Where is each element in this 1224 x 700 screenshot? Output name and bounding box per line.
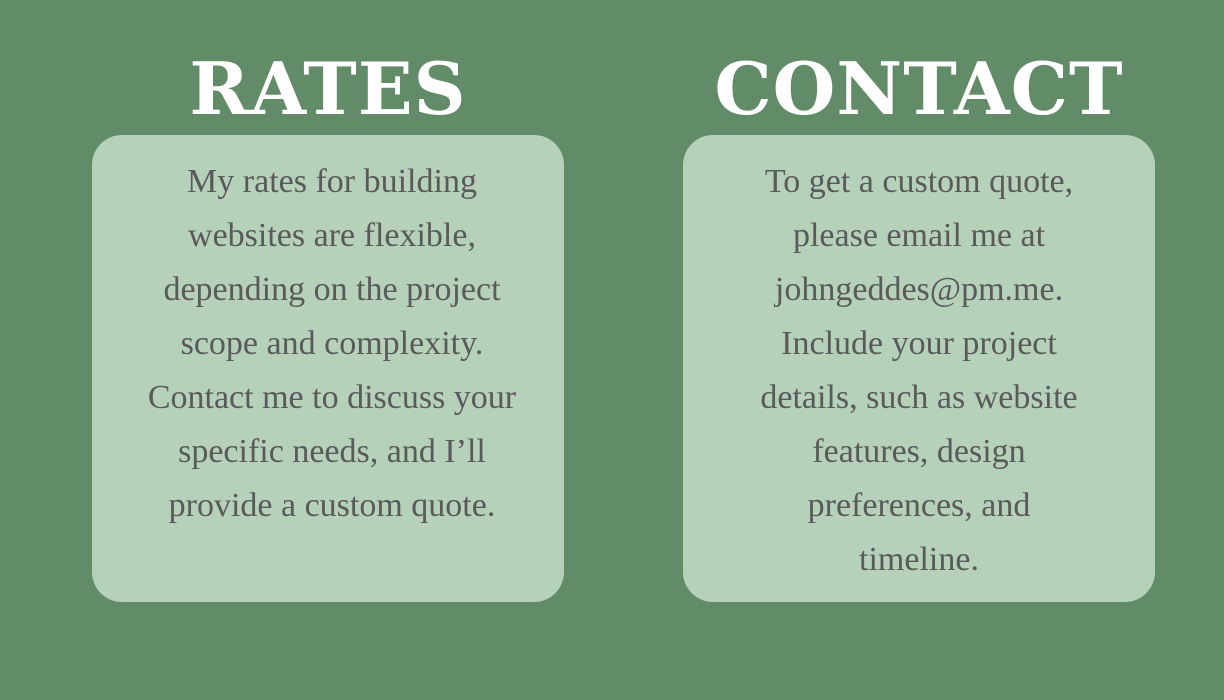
rates-card: My rates for building websites are flexi…: [92, 135, 564, 602]
rates-description: My rates for building websites are flexi…: [147, 163, 517, 524]
contact-heading: CONTACT: [714, 46, 1124, 131]
contact-card: To get a custom quote, please email me a…: [683, 135, 1155, 602]
rates-heading: RATES: [189, 46, 467, 131]
contact-description: To get a custom quote, please email me a…: [760, 163, 1078, 578]
